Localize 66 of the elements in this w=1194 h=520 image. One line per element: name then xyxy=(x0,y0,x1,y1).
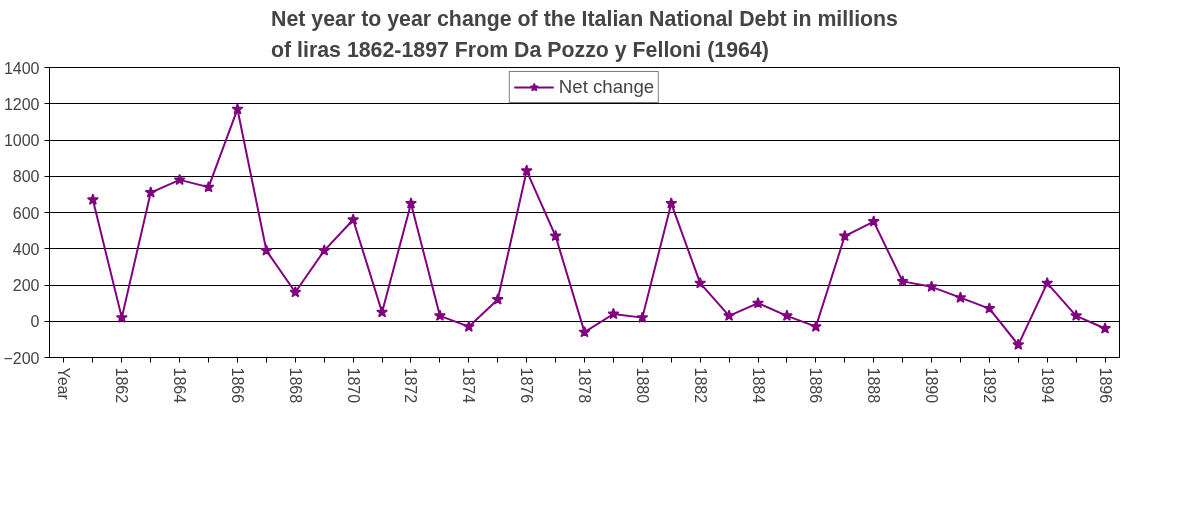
point xyxy=(1099,322,1112,334)
legend-label: Net change xyxy=(558,76,655,98)
point xyxy=(780,309,793,322)
point xyxy=(318,244,331,256)
x-tick-label: 1892 xyxy=(980,367,998,404)
point xyxy=(723,309,736,322)
point xyxy=(607,307,620,320)
point xyxy=(260,244,273,256)
x-tick-label: 1894 xyxy=(1038,367,1056,404)
point xyxy=(289,286,302,298)
point xyxy=(867,215,880,227)
x-tick-label: 1886 xyxy=(807,367,825,404)
y-tick-label: 600 xyxy=(12,204,40,222)
x-tick-label: 1864 xyxy=(171,367,189,404)
point xyxy=(925,280,938,293)
point xyxy=(1041,276,1054,289)
point xyxy=(202,180,215,193)
x-tick-label: 1882 xyxy=(691,367,709,404)
point xyxy=(231,102,244,115)
point xyxy=(1070,309,1083,322)
x-tick-label: 1888 xyxy=(865,367,883,404)
point xyxy=(520,164,533,177)
point xyxy=(86,193,99,206)
x-tick-label: 1896 xyxy=(1096,367,1114,404)
x-tick-label: 1866 xyxy=(228,367,246,404)
point xyxy=(896,275,909,287)
y-tick-label: 200 xyxy=(12,277,40,294)
x-tick-label: 1890 xyxy=(923,367,941,404)
point xyxy=(347,213,360,225)
y-tick-label: 1000 xyxy=(3,132,40,149)
x-tick-label: 1872 xyxy=(402,367,420,404)
point xyxy=(376,305,389,318)
x-tick-label: 1868 xyxy=(286,367,304,404)
point xyxy=(173,173,186,186)
y-tick-label: 800 xyxy=(12,168,40,186)
point xyxy=(636,311,649,323)
x-tick-label: 1878 xyxy=(576,367,593,404)
y-tick-label: 400 xyxy=(12,240,40,258)
x-tick-label: 1862 xyxy=(113,367,131,404)
x-tick-label: 1870 xyxy=(344,367,362,404)
point xyxy=(665,197,678,209)
y-tick-label: 1200 xyxy=(3,95,40,113)
point xyxy=(694,276,707,289)
point xyxy=(752,296,764,309)
x-tick-label: 1874 xyxy=(460,367,478,404)
x-tick-label: 1876 xyxy=(518,367,536,404)
point xyxy=(462,320,475,332)
point xyxy=(954,291,967,303)
point xyxy=(983,302,996,314)
y-tick-label: 1400 xyxy=(3,59,40,77)
point xyxy=(549,229,562,242)
point xyxy=(491,293,504,305)
x-tick-label: Year xyxy=(55,367,73,401)
point xyxy=(144,186,157,198)
point xyxy=(1012,338,1025,351)
point xyxy=(433,309,446,322)
point xyxy=(578,325,591,338)
x-tick-label: 1884 xyxy=(749,367,767,404)
point xyxy=(115,311,128,323)
x-tick-label: 1880 xyxy=(633,367,651,404)
chart-title: Net year to year change of the Italian National Debt in millions of liras 1862-1897 From Da Pozzo y Felloni (1964) xyxy=(271,7,898,63)
y-tick-label: 0 xyxy=(30,313,40,331)
point xyxy=(838,229,851,242)
point xyxy=(405,197,417,209)
y-tick-label: −200 xyxy=(3,349,40,367)
point xyxy=(809,320,822,332)
